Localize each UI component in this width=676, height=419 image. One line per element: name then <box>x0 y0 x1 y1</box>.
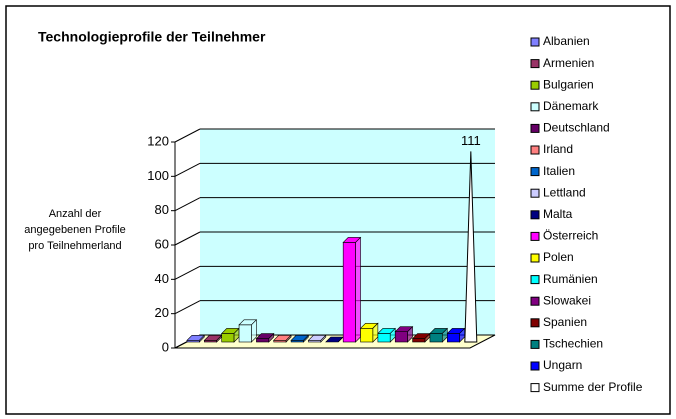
legend-swatch <box>530 145 540 155</box>
legend-swatch <box>530 102 540 112</box>
legend-label: Lettland <box>543 185 586 199</box>
legend-swatch <box>530 339 540 349</box>
legend-swatch <box>530 361 540 371</box>
legend-swatch <box>530 296 540 306</box>
bar-side <box>407 325 413 343</box>
chart-title: Technologieprofile der Teilnehmer <box>38 29 266 45</box>
bar <box>446 333 460 343</box>
legend-label: Malta <box>543 207 573 221</box>
grid-line <box>174 162 201 177</box>
bar-side <box>285 334 292 343</box>
grid-line <box>174 265 201 280</box>
legend-swatch <box>530 80 540 90</box>
legend-swatch <box>530 188 540 198</box>
legend-label: Albanien <box>543 34 590 48</box>
y-tick-label: 80 <box>155 202 169 217</box>
grid-line <box>174 231 201 246</box>
y-tick-label: 120 <box>147 133 169 148</box>
legend-swatch <box>530 253 540 263</box>
bar <box>377 333 391 343</box>
legend-label: Polen <box>543 250 574 264</box>
legend-label: Ungarn <box>543 358 582 372</box>
legend-label: Dänemark <box>543 99 599 113</box>
legend-swatch <box>530 275 540 285</box>
bar-side <box>268 332 275 343</box>
legend-label: Italien <box>543 164 575 178</box>
bar-side <box>303 334 309 343</box>
y-tick-label: 100 <box>147 168 169 183</box>
legend-label: Irland <box>543 142 573 156</box>
bar <box>221 333 235 343</box>
legend-label: Armenien <box>543 56 594 70</box>
y-tick-label: 40 <box>155 271 169 286</box>
legend-label: Spanien <box>543 315 587 329</box>
y-tick-label: 20 <box>155 305 169 320</box>
legend-swatch <box>530 231 540 241</box>
grid-line <box>174 128 201 143</box>
bar <box>429 333 443 343</box>
grid-line <box>174 300 201 315</box>
legend-swatch <box>530 59 540 69</box>
grid-line <box>174 197 201 212</box>
bar-side <box>199 334 205 343</box>
legend-label: Deutschland <box>543 121 610 135</box>
bar <box>412 338 426 343</box>
bar-side <box>320 334 327 343</box>
y-tick-label: 60 <box>155 236 169 251</box>
bar-side <box>251 319 257 343</box>
bar <box>394 331 408 343</box>
legend-label: Rumänien <box>543 272 598 286</box>
cone <box>464 151 478 343</box>
bar <box>256 338 270 343</box>
legend-label: Summe der Profile <box>543 380 643 394</box>
legend-swatch <box>530 37 540 47</box>
legend-label: Tschechien <box>543 337 603 351</box>
bar <box>238 324 252 343</box>
y-axis-label: Anzahl der angegebenen Profile pro Teiln… <box>24 208 126 252</box>
legend-swatch <box>530 210 540 220</box>
bar <box>342 242 356 343</box>
legend-label: Slowakei <box>543 293 591 307</box>
legend-swatch <box>530 123 540 133</box>
bar <box>360 327 374 343</box>
y-tick-label: 0 <box>162 339 169 354</box>
legend-label: Bulgarien <box>543 77 594 91</box>
data-label: 111 <box>461 133 481 148</box>
legend-swatch <box>530 318 540 328</box>
bar-side <box>355 236 361 343</box>
legend-label: Österreich <box>543 229 598 243</box>
legend-swatch <box>530 167 540 177</box>
legend-swatch <box>530 383 540 393</box>
